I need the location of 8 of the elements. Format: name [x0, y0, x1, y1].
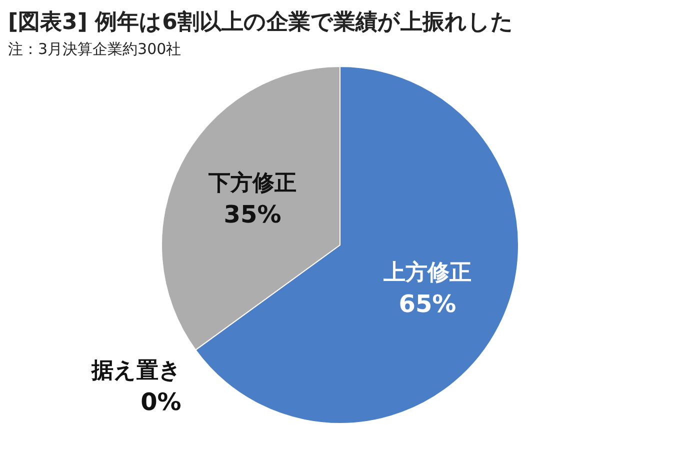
- category-label: 据え置き: [91, 358, 182, 384]
- slice-label: 下方修正: [208, 170, 297, 196]
- text: 0%: [140, 388, 182, 416]
- slice-label: 上方修正: [382, 259, 472, 286]
- chart-title: [図表3] 例年は6割以上の企業で業績が上振れした: [8, 9, 514, 37]
- text: 注：3月決算企業約300社: [8, 39, 182, 60]
- data-label: 65%: [398, 290, 456, 318]
- data-label: 35%: [224, 200, 282, 229]
